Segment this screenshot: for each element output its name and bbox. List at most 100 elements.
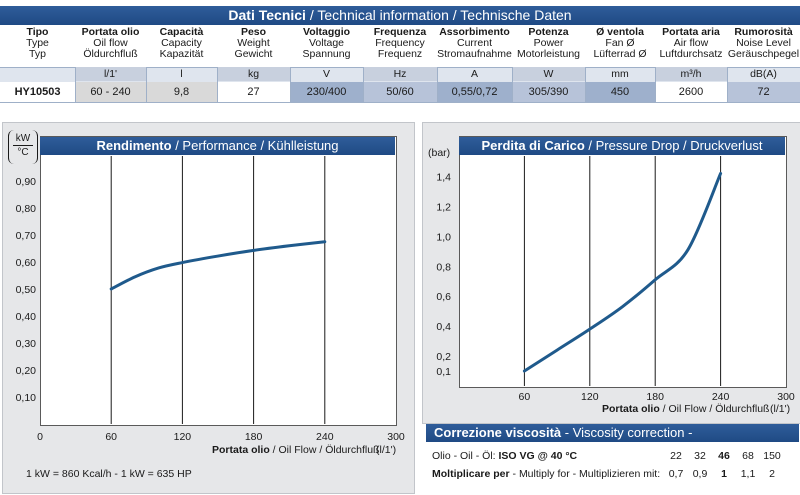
unit-cell: V — [322, 68, 330, 80]
data-cell: 27 — [247, 86, 260, 98]
technical-data-table: Dati Tecnici / Technical information / T… — [0, 0, 800, 105]
column-header-l3: Motorleistung — [516, 48, 581, 60]
data-cell: 450 — [585, 82, 655, 102]
column-header-l3: Stromaufnahme — [437, 48, 512, 60]
column-header-l3: Geräuschpegel — [727, 48, 800, 60]
viscosity-oil-row: Olio - Oil - Öl: ISO VG @ 40 °C — [432, 450, 578, 462]
y-tick-label: 0,70 — [16, 230, 37, 242]
column-header-l2: Frequency — [375, 37, 425, 49]
x-tick-label: 240 — [316, 431, 334, 443]
y-tick-label: 0,1 — [436, 366, 451, 378]
column-header-l2: Power — [533, 37, 564, 49]
y-tick-label: 0,10 — [16, 392, 37, 404]
unit-cell: mm — [611, 68, 629, 80]
column-header-l3: Lüfterrad Ø — [593, 48, 647, 60]
unit-cell: m³/h — [655, 67, 727, 81]
data-cell: 60 - 240 — [75, 82, 146, 102]
performance-title: Rendimento / Performance / Kühlleistung — [40, 137, 395, 155]
pressure-x-label: Portata olio / Oil Flow / Öldurchfluß — [602, 403, 770, 415]
data-cell: 2600 — [678, 86, 704, 98]
column-header: Tipo Type Typ — [0, 27, 75, 67]
column-header-l3: Frequenz — [377, 48, 423, 60]
data-cell: 0,55/0,72 — [437, 82, 512, 102]
column-header-l2: Noise Level — [736, 37, 791, 49]
data-cell: 230/400 — [290, 82, 363, 102]
column-separator — [585, 67, 586, 102]
x-tick-label: 240 — [712, 391, 730, 403]
data-cell: 9,8 — [146, 82, 217, 102]
column-header-l3: Kapazität — [159, 48, 204, 60]
x-tick-label: 120 — [581, 391, 599, 403]
column-header-l1: Peso — [240, 26, 267, 38]
column-header-l3: Spannung — [302, 48, 351, 60]
column-header-l2: Capacity — [161, 37, 202, 49]
unit-cell: Hz — [363, 67, 437, 81]
viscosity-title: Correzione viscosità - Viscosity correct… — [426, 424, 799, 458]
unit-cell: dB(A) — [750, 68, 777, 80]
column-separator — [363, 67, 364, 102]
column-header: Assorbimento Current Stromaufnahme — [437, 27, 512, 67]
viscosity-factor: 2 — [769, 468, 775, 480]
y-tick-label: 0,50 — [16, 284, 37, 296]
column-separator — [512, 67, 513, 102]
unit-cell: l/1' — [75, 67, 146, 81]
y-tick-label: 1,2 — [436, 201, 451, 213]
column-separator — [727, 67, 728, 102]
pressure-y-unit: (bar) — [428, 147, 451, 159]
y-tick-label: 1,4 — [436, 171, 451, 183]
column-header-l2: Voltage — [308, 37, 345, 49]
column-header-l3: Öldurchfluß — [83, 48, 138, 60]
viscosity-multiply-row: Moltiplicare per - Multiply for - Multip… — [432, 468, 661, 480]
column-header-l2: Current — [456, 37, 492, 49]
column-header-l2: Oil flow — [93, 37, 128, 49]
column-header-l1: Assorbimento — [439, 26, 510, 38]
viscosity-factor: 0,9 — [692, 468, 708, 480]
viscosity-grade: 22 — [670, 450, 682, 462]
column-header-l2: Type — [26, 37, 49, 49]
column-header-l1: Capacità — [159, 26, 204, 38]
column-separator — [290, 67, 291, 102]
data-cell: 305/390 — [512, 82, 585, 102]
pressure-plot-area — [459, 136, 787, 388]
column-header: Portata olio Oil flow Öldurchfluß — [75, 27, 146, 67]
viscosity-factor: 1 — [721, 468, 727, 480]
column-separator — [437, 67, 438, 102]
column-header: Capacità Capacity Kapazität — [146, 27, 217, 67]
column-separator — [75, 67, 76, 102]
column-header-l1: Rumorosità — [734, 26, 793, 38]
pressure-title: Perdita di Carico / Pressure Drop / Druc… — [459, 137, 785, 155]
column-header-l2: Weight — [237, 37, 270, 49]
data-row-hy10503 — [0, 82, 800, 103]
column-header: Ø ventola Fan Ø Lüfterrad Ø — [585, 27, 655, 67]
x-tick-label: 0 — [37, 431, 43, 443]
column-header: Rumorosità Noise Level Geräuschpegel — [727, 27, 800, 67]
column-header: Frequenza Frequency Frequenz — [363, 27, 437, 67]
y-tick-label: 0,30 — [16, 338, 37, 350]
y-tick-label: 0,4 — [436, 321, 451, 333]
column-header-l1: Potenza — [528, 26, 569, 38]
pressure-x-unit: (l/1') — [770, 403, 791, 415]
y-tick-label: 1,0 — [436, 231, 451, 243]
y-tick-label: 0,2 — [436, 351, 451, 363]
x-tick-label: 300 — [387, 431, 405, 443]
unit-cell: A — [470, 68, 478, 80]
y-tick-label: 0,6 — [436, 291, 451, 303]
data-cell: 72 — [727, 82, 800, 102]
column-header-l3: Luftdurchsatz — [659, 48, 723, 60]
unit-cell: kg — [217, 67, 290, 81]
column-header-l1: Frequenza — [373, 26, 427, 38]
performance-x-unit: (l/1') — [376, 444, 397, 456]
column-header-l1: Tipo — [26, 26, 49, 38]
x-tick-label: 300 — [777, 391, 795, 403]
x-tick-label: 180 — [245, 431, 263, 443]
x-tick-label: 60 — [105, 431, 117, 443]
column-header-l1: Portata olio — [81, 26, 140, 38]
column-header-l1: Ø ventola — [596, 26, 644, 38]
column-header-l1: Voltaggio — [302, 26, 351, 38]
column-separator — [146, 67, 147, 102]
column-header: Voltaggio Voltage Spannung — [290, 27, 363, 67]
y-tick-label: 0,8 — [436, 261, 451, 273]
performance-y-unit: kW °C — [8, 130, 38, 164]
